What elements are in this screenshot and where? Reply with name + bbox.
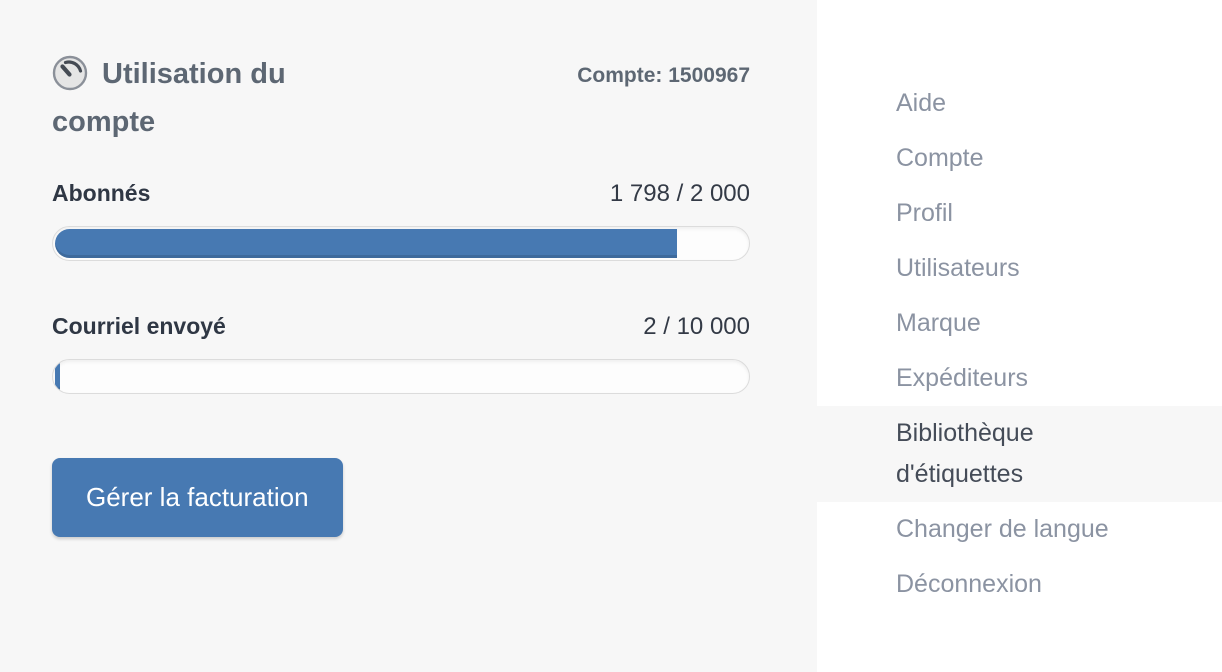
menu-item-changer-de-langue[interactable]: Changer de langue bbox=[896, 515, 1109, 543]
page-title: Utilisation du compte bbox=[52, 50, 392, 146]
emails-sent-progress-fill bbox=[55, 362, 60, 391]
settings-menu: Aide Compte Profil Utilisateurs Marque E… bbox=[817, 0, 1222, 672]
menu-item-marque[interactable]: Marque bbox=[896, 309, 981, 337]
emails-sent-meter-label: Courriel envoyé bbox=[52, 313, 226, 339]
subscribers-progress-bar bbox=[52, 226, 750, 261]
menu-item-profil[interactable]: Profil bbox=[896, 199, 953, 227]
emails-sent-meter-value: 2 / 10 000 bbox=[643, 313, 750, 340]
account-usage-panel: Utilisation du compte Compte: 1500967 Ab… bbox=[52, 50, 750, 537]
gauge-icon bbox=[52, 55, 88, 91]
page-title-text: Utilisation du compte bbox=[52, 58, 286, 138]
account-number: Compte: 1500967 bbox=[577, 64, 750, 87]
menu-item-expediteurs[interactable]: Expéditeurs bbox=[896, 364, 1029, 392]
subscribers-progress-fill bbox=[55, 229, 678, 258]
menu-item-bibliotheque-etiquettes[interactable]: Bibliothèque d'étiquettes bbox=[817, 406, 1222, 502]
emails-sent-progress-bar bbox=[52, 359, 750, 394]
subscribers-meter-label: Abonnés bbox=[52, 180, 151, 206]
menu-item-compte[interactable]: Compte bbox=[896, 144, 984, 172]
manage-billing-button[interactable]: Gérer la facturation bbox=[52, 458, 343, 537]
menu-item-aide[interactable]: Aide bbox=[896, 89, 947, 117]
menu-item-utilisateurs[interactable]: Utilisateurs bbox=[896, 254, 1020, 282]
subscribers-meter-value: 1 798 / 2 000 bbox=[609, 180, 750, 207]
menu-item-deconnexion[interactable]: Déconnexion bbox=[896, 570, 1042, 598]
